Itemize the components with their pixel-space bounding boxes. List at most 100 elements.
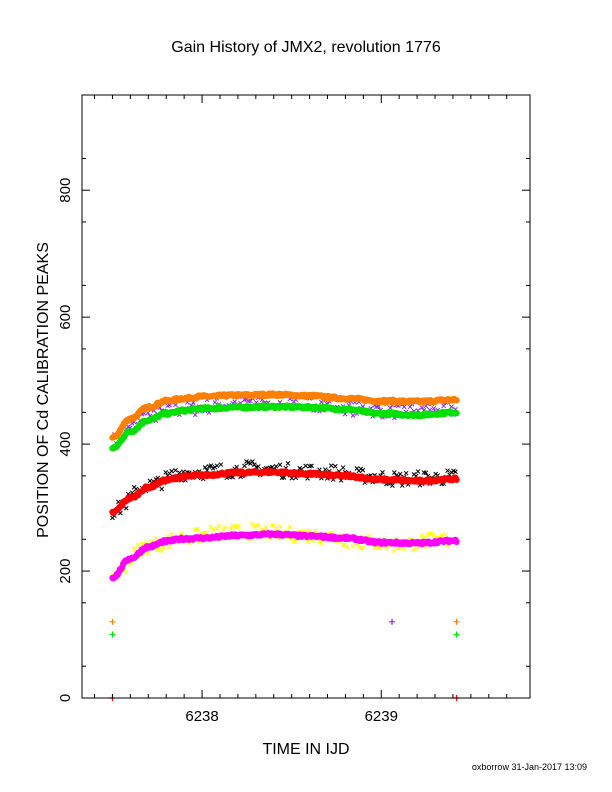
x-tick-label: 6238 (185, 708, 218, 725)
data-point (332, 463, 338, 469)
data-point (401, 404, 407, 410)
plot-frame (81, 94, 531, 699)
data-point (439, 532, 445, 538)
outlier-point (109, 618, 116, 625)
data-point (397, 471, 403, 477)
series-5 (110, 522, 458, 580)
data-point (204, 530, 210, 536)
data-point (287, 524, 293, 530)
data-point (453, 397, 460, 404)
data-point (255, 464, 261, 469)
data-point (236, 523, 241, 529)
data-point (252, 462, 257, 467)
plot-area (109, 390, 460, 701)
outlier-point (453, 618, 460, 625)
outlier-point (109, 631, 116, 638)
data-point (131, 546, 137, 552)
data-point (167, 544, 172, 550)
data-point (169, 468, 174, 474)
data-point (419, 405, 425, 410)
data-point (273, 463, 279, 469)
outlier-point (389, 618, 396, 625)
data-point (319, 540, 324, 546)
data-point (173, 467, 178, 473)
data-point (380, 470, 385, 475)
data-point (273, 526, 279, 531)
data-point (255, 522, 261, 528)
data-point (319, 399, 324, 405)
axes: 0 200 400 600 800 6238 6239 (57, 95, 530, 725)
data-point (277, 462, 283, 468)
data-point (313, 528, 318, 534)
data-point (277, 524, 283, 529)
data-point (222, 525, 228, 531)
data-point (453, 476, 460, 483)
data-point (390, 483, 395, 488)
data-point (401, 546, 407, 552)
series-6 (109, 530, 460, 582)
data-point (453, 538, 460, 546)
data-point (403, 470, 409, 476)
x-tick-label: 6239 (365, 708, 398, 725)
data-point (135, 542, 141, 548)
y-axis-title: POSITION OF Cd CALIBRATION PEAKS (35, 242, 52, 538)
chart-title: Gain History of JMX2, revolution 1776 (171, 39, 441, 56)
series-1 (109, 390, 460, 625)
data-point (242, 463, 247, 469)
series-4 (109, 467, 460, 701)
series-0 (110, 391, 458, 625)
data-point (344, 544, 350, 550)
data-point (441, 403, 446, 409)
data-point (123, 569, 129, 575)
data-point (228, 526, 234, 531)
data-point (214, 463, 220, 469)
outlier-point (453, 631, 460, 638)
data-point (328, 463, 334, 468)
y-tick-label: 600 (57, 305, 74, 330)
data-point (415, 469, 421, 474)
data-point (202, 464, 208, 470)
data-point (453, 469, 458, 475)
data-point (453, 409, 460, 417)
data-point (423, 470, 429, 476)
y-tick-label: 400 (57, 432, 74, 457)
data-point (431, 406, 437, 411)
credit-line: oxborrow 31-Jan-2017 13:09 (472, 762, 587, 772)
data-point (435, 473, 441, 478)
data-point (391, 548, 397, 554)
data-point (305, 539, 310, 545)
data-point (340, 465, 346, 470)
data-point (449, 404, 454, 410)
data-point (212, 400, 218, 405)
data-point (234, 464, 240, 470)
data-point (169, 531, 174, 537)
data-point (159, 548, 165, 554)
data-point (163, 469, 169, 475)
data-point (159, 486, 165, 492)
data-point (155, 547, 161, 553)
series-2 (109, 402, 460, 638)
x-axis-title: TIME IN IJD (262, 741, 349, 758)
data-point (388, 405, 393, 411)
data-point (210, 526, 216, 532)
data-point (271, 523, 277, 528)
data-point (218, 462, 224, 467)
y-tick-label: 200 (57, 559, 74, 584)
data-point (445, 468, 450, 474)
data-point (208, 463, 214, 468)
y-tick-label: 800 (57, 178, 74, 203)
data-point (350, 543, 356, 549)
data-point (309, 463, 314, 469)
data-point (391, 470, 397, 475)
data-point (250, 459, 255, 464)
data-point (285, 461, 291, 466)
data-point (443, 532, 448, 537)
data-point (384, 545, 389, 551)
data-point (145, 550, 151, 556)
data-point (194, 526, 200, 532)
data-point (360, 545, 366, 551)
data-point (360, 467, 366, 473)
data-point (216, 523, 222, 529)
data-point (153, 536, 159, 541)
